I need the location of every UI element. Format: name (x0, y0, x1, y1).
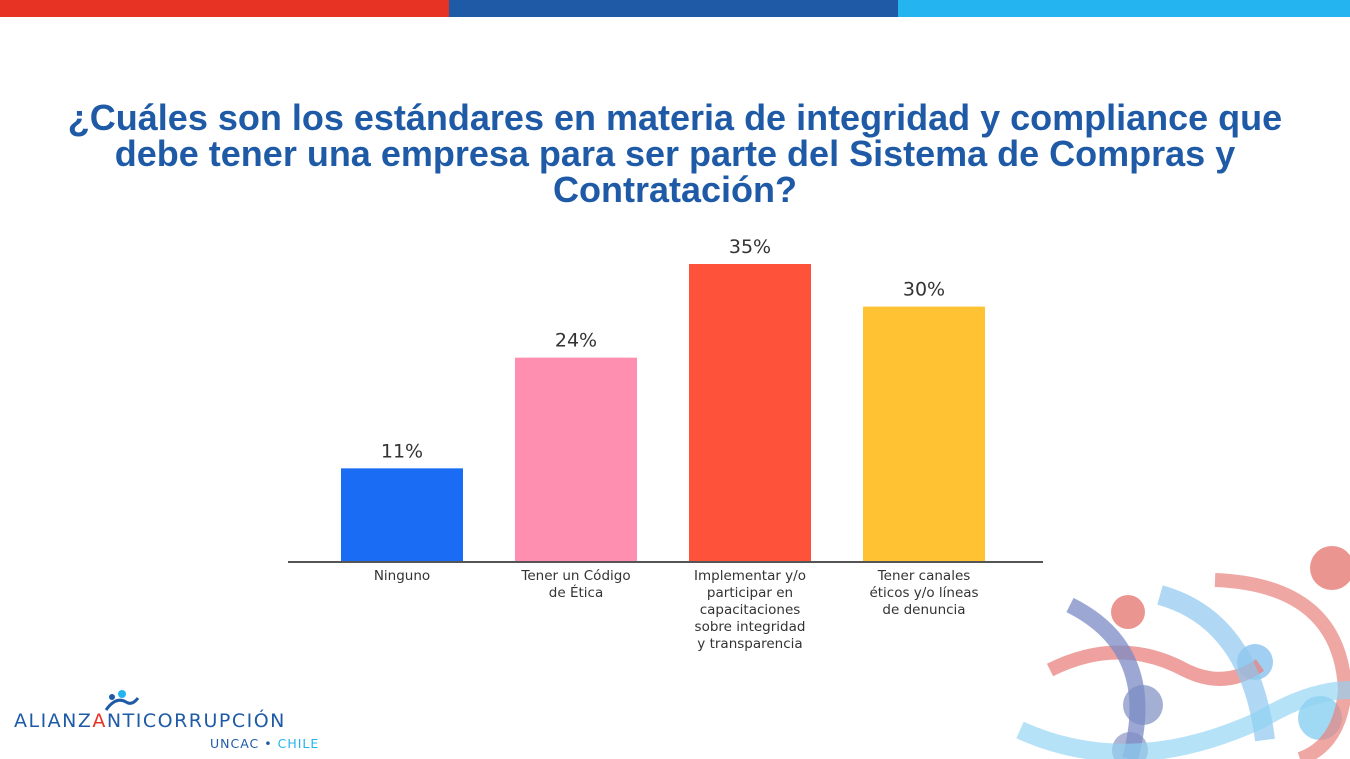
bar-3 (689, 264, 811, 562)
data-label-3: 35% (729, 236, 771, 258)
alianza-anticorrupcion-logo: ALIANZANTICORRUPCIÓN UNCAC • CHILE (14, 688, 354, 751)
category-label-1: Ninguno (374, 568, 430, 584)
category-label-3: Implementar y/o participar en capacitacion… (694, 568, 806, 652)
data-label-4: 30% (903, 279, 945, 301)
logo-subtitle: UNCAC • CHILE (210, 736, 319, 751)
logo-wordmark: ALIANZANTICORRUPCIÓN (14, 710, 286, 732)
category-label-2: Tener un Código de Ética (520, 568, 630, 601)
data-label-2: 24% (555, 330, 597, 352)
logo-text-chile: CHILE (277, 736, 320, 751)
data-label-1: 11% (381, 440, 423, 462)
category-label-4: Tener canales éticos y/o líneas de denunci… (869, 568, 978, 618)
logo-text-a: A (92, 710, 107, 732)
logo-text-anticorrupcion: NTICORRUPCIÓN (106, 710, 286, 732)
decorative-figures (1016, 546, 1350, 759)
top-bar-sky-segment (898, 0, 1350, 17)
bar-2 (515, 357, 637, 562)
logo-text-alianz: ALIANZ (14, 710, 93, 732)
bar-1 (341, 468, 463, 562)
slide-title: ¿Cuáles son los estándares en materia de… (67, 97, 1283, 210)
bar-4 (863, 306, 985, 562)
top-bar-navy-segment (449, 0, 898, 17)
top-bar-red-segment (0, 0, 449, 17)
top-color-bar (0, 0, 1350, 17)
logo-text-uncac: UNCAC • (210, 736, 278, 751)
logo-figure-icon (104, 690, 140, 711)
